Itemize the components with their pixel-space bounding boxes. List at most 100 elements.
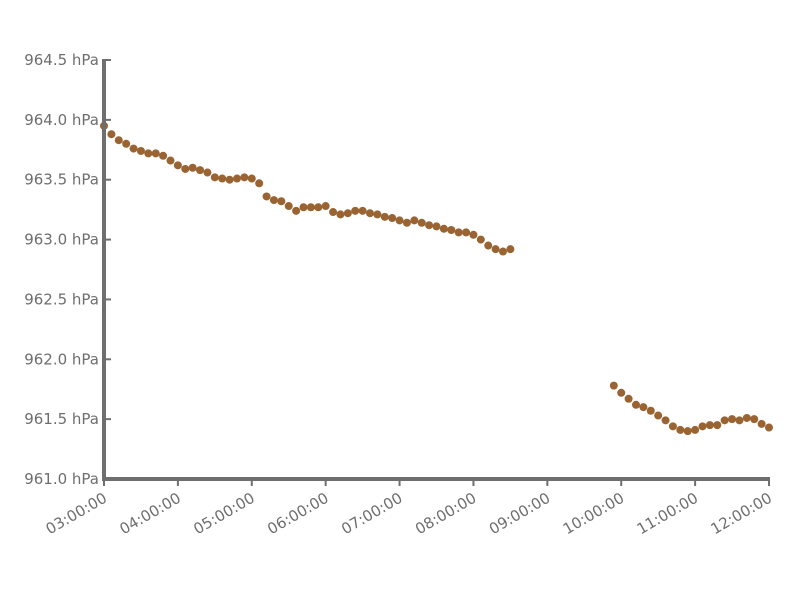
data-point [765,423,773,432]
data-point [395,216,404,225]
data-point [336,210,345,219]
data-point [292,206,301,215]
x-tick-label: 10:00:00 [560,489,627,538]
data-point [676,425,685,434]
y-tick-label: 961.5 hPa [24,410,99,428]
data-point [661,416,670,425]
data-point [366,209,374,218]
data-point [624,394,633,403]
data-point [506,245,515,254]
data-point [329,208,338,217]
x-tick-label: 03:00:00 [43,489,110,538]
x-tick-label: 07:00:00 [338,489,405,538]
data-point [735,416,744,425]
data-point [476,235,485,244]
data-point [107,130,116,139]
data-point [499,247,507,256]
data-point [705,421,714,430]
data-point [144,149,153,158]
points-layer [100,121,773,436]
data-point [321,202,330,211]
data-point [203,168,212,177]
data-point [122,139,131,148]
data-point [683,427,692,436]
y-tick-label: 962.5 hPa [24,290,99,308]
data-point [454,228,463,237]
x-tick-label: 11:00:00 [634,489,701,538]
data-point [299,203,308,212]
data-point [114,136,123,145]
data-point [698,422,707,431]
data-point [668,422,677,431]
data-point [402,218,411,227]
data-point [380,212,389,221]
data-point [262,192,271,201]
data-point [351,206,360,215]
data-point [462,228,471,237]
data-point [654,411,663,420]
data-point [691,425,700,434]
data-point [373,210,382,219]
data-point [358,206,367,215]
data-point [388,214,397,223]
data-point [136,146,145,155]
data-point [432,222,441,231]
data-point [750,415,759,424]
data-point [314,203,323,212]
data-point [439,224,448,233]
data-point [240,173,249,182]
x-tick-label: 09:00:00 [486,489,553,538]
data-point [188,163,197,172]
data-point [233,174,241,183]
data-point [151,149,160,158]
data-point [255,179,264,188]
data-point [742,413,751,422]
data-point [410,216,419,225]
data-point [617,388,626,397]
x-tick-label: 05:00:00 [190,489,257,538]
data-point [713,421,722,430]
data-point [639,403,648,412]
data-point [632,400,640,409]
y-tick-label: 964.5 hPa [24,51,99,69]
y-tick-label: 962.0 hPa [24,350,99,368]
data-point [425,221,434,230]
data-point [277,197,286,206]
data-point [417,218,426,227]
data-point [343,209,352,218]
labels-layer: 961.0 hPa 961.5 hPa 962.0 hPa 962.5 hPa 963.… [24,51,775,538]
y-tick-label: 964.0 hPa [24,111,99,129]
data-point [484,241,493,250]
x-tick-label: 06:00:00 [264,489,331,538]
axes-layer [102,59,770,486]
data-point [159,151,168,160]
data-point [166,156,175,165]
data-point [609,381,618,390]
data-point [218,174,227,183]
data-point [720,416,729,425]
data-point [284,202,293,211]
data-point [469,230,478,239]
data-point [247,174,256,183]
x-tick-label: 04:00:00 [117,489,184,538]
data-point [269,196,278,205]
data-point [306,203,315,212]
data-point [728,415,737,424]
y-tick-label: 963.0 hPa [24,231,99,249]
data-point [447,225,456,234]
y-tick-label: 963.5 hPa [24,171,99,189]
data-point [196,166,205,175]
y-tick-label: 961.0 hPa [24,470,99,488]
data-point [757,419,766,428]
data-point [646,406,655,415]
x-tick-label: 08:00:00 [412,489,479,538]
x-tick-label: 12:00:00 [708,489,775,538]
data-point [129,144,138,153]
data-point [181,164,190,173]
data-point [225,175,234,184]
data-point [173,161,182,170]
data-point [491,245,500,254]
data-point [210,173,219,182]
